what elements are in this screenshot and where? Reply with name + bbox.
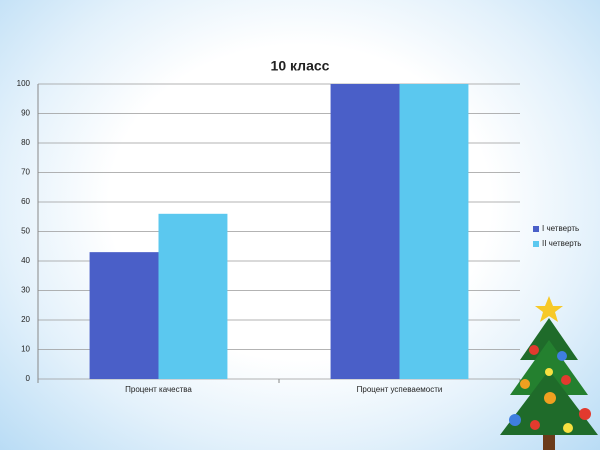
legend-swatch: [533, 226, 539, 232]
y-tick-label: 30: [21, 286, 30, 295]
bar: [399, 84, 469, 379]
legend-swatch: [533, 241, 539, 247]
bar: [158, 213, 228, 379]
y-tick-label: 70: [21, 168, 30, 177]
y-tick-label: 60: [21, 197, 30, 206]
christmas-tree: [500, 296, 598, 450]
y-tick-label: 10: [21, 345, 30, 354]
legend-label: I четверть: [542, 224, 579, 233]
y-tick-label: 50: [21, 227, 30, 236]
y-tick-label: 20: [21, 315, 30, 324]
x-tick-label: Процент качества: [125, 385, 192, 394]
y-tick-label: 100: [17, 79, 31, 88]
bar: [330, 84, 400, 379]
y-tick-label: 90: [21, 109, 30, 118]
y-tick-label: 80: [21, 138, 30, 147]
bar: [89, 252, 159, 379]
legend-label: II четверть: [542, 239, 581, 248]
y-tick-label: 0: [26, 374, 31, 383]
chart-title: 10 класс: [271, 58, 330, 74]
y-tick-label: 40: [21, 256, 30, 265]
x-tick-label: Процент успеваемости: [357, 385, 443, 394]
